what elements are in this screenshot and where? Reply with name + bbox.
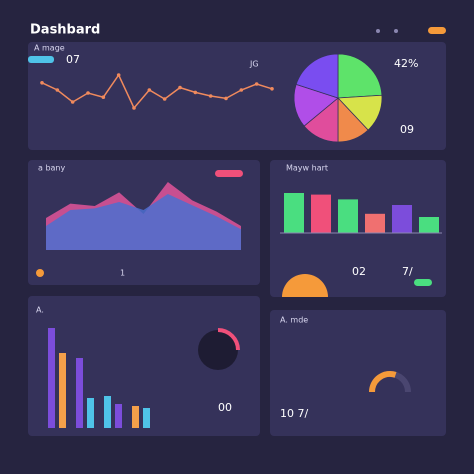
panel-value: 10 7/ [280, 407, 308, 420]
point [270, 87, 274, 91]
point [239, 88, 244, 92]
panel [28, 296, 260, 436]
dot [376, 29, 380, 33]
area [46, 194, 241, 250]
panel-label: a bany [38, 164, 65, 173]
dot [394, 29, 398, 33]
column [143, 408, 150, 428]
bar [392, 205, 412, 233]
legend-dot [36, 269, 44, 277]
point [254, 82, 259, 86]
column [48, 328, 55, 428]
toggle[interactable] [428, 27, 446, 34]
column [104, 396, 111, 428]
gauge [369, 371, 397, 393]
line [41, 73, 273, 110]
donut [198, 330, 238, 370]
point [70, 100, 75, 104]
panel-value: 02 [352, 265, 366, 278]
panel-value: 07 [66, 53, 80, 66]
title: Dashbard [30, 23, 100, 38]
stat: 09 [400, 123, 414, 136]
point [40, 81, 44, 85]
point [101, 95, 106, 99]
panel-label: A mage [34, 44, 65, 53]
column [115, 404, 122, 428]
bar [311, 194, 331, 233]
point [162, 97, 167, 101]
code: JG [249, 60, 259, 69]
stat: 42% [394, 57, 418, 70]
pie-slice [337, 53, 383, 99]
point [86, 91, 90, 95]
point [147, 88, 152, 92]
point [132, 106, 136, 110]
bar [338, 199, 358, 233]
point [178, 85, 182, 90]
bar [284, 193, 304, 233]
panel-label: A. mde [280, 316, 308, 325]
pie-slice [295, 53, 339, 99]
panel [270, 310, 446, 436]
point [208, 94, 213, 98]
bar [419, 217, 439, 233]
pill[interactable] [215, 170, 243, 177]
panel-label: Mayw hart [286, 164, 328, 173]
point [224, 96, 228, 101]
pill[interactable] [414, 279, 432, 286]
column [59, 353, 66, 428]
stat: 7/ [402, 265, 413, 278]
column [132, 406, 139, 428]
point [55, 88, 60, 92]
column [87, 398, 94, 428]
panel-label: A. [36, 306, 44, 315]
point [116, 73, 121, 77]
pill[interactable] [28, 56, 54, 63]
panel [28, 42, 446, 150]
point [193, 90, 198, 95]
column [76, 358, 83, 428]
donut-arc [217, 328, 240, 351]
panel-value: 1 [120, 269, 125, 278]
panel-value: 00 [218, 401, 232, 414]
half-donut [282, 274, 328, 297]
bar [365, 213, 385, 233]
